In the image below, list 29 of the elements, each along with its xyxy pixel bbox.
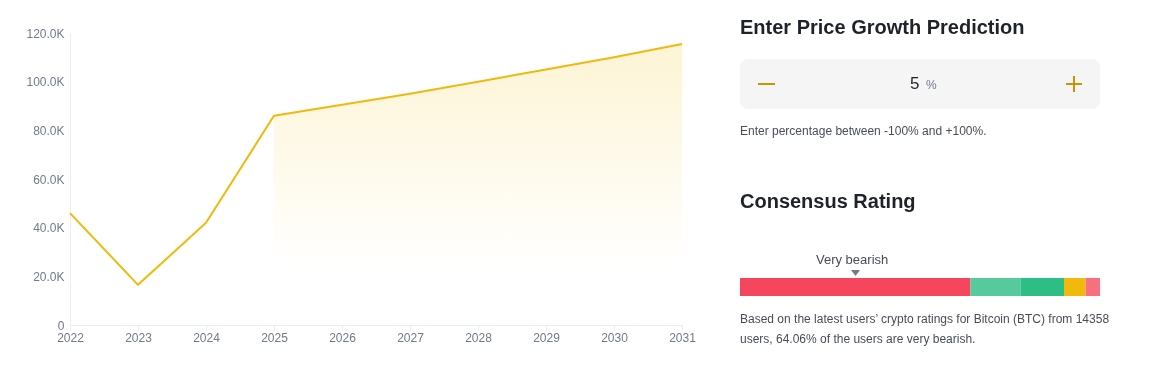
bar [1064, 278, 1086, 296]
text: Very bearish [816, 252, 889, 267]
bar [970, 278, 1021, 296]
text: 5 [910, 74, 920, 94]
x-tick-label: 2026 [329, 330, 357, 345]
y-tick-label: 20.0K [33, 269, 65, 284]
line-series [69, 42, 683, 286]
x-tick-label: 2025 [261, 330, 289, 345]
y-tick-label: 120.0K [26, 26, 65, 41]
y-tick-label: 60.0K [33, 172, 65, 187]
text: Enter Price Growth Prediction [740, 16, 1026, 39]
x-tick-label: 2022 [57, 330, 85, 345]
x-tick-label: 2031 [669, 330, 697, 345]
y-tick-label: 40.0K [33, 221, 65, 236]
text: % [926, 78, 937, 92]
y-tick-label: 0 [57, 318, 65, 333]
x-tick-label: 2028 [465, 330, 493, 345]
x-tick-label: 2029 [533, 330, 561, 345]
bar [1020, 278, 1064, 296]
y-tick-label: 80.0K [33, 123, 65, 138]
text: Enter percentage between -100% and +100%. [740, 123, 988, 140]
bar [1085, 278, 1100, 296]
x-tick-label: 2024 [193, 330, 221, 345]
x-tick-label: 2027 [397, 330, 425, 345]
y-tick-label: 100.0K [26, 75, 65, 90]
text: Based on the latest users’ crypto ratings for Bitcoin (BTC) from 14358 users, 64.06% of the users are very bearish. [740, 311, 1110, 348]
x-tick-label: 2023 [125, 330, 153, 345]
x-tick-label: 2030 [601, 330, 629, 345]
chart-title: Consensus Rating [740, 190, 917, 213]
